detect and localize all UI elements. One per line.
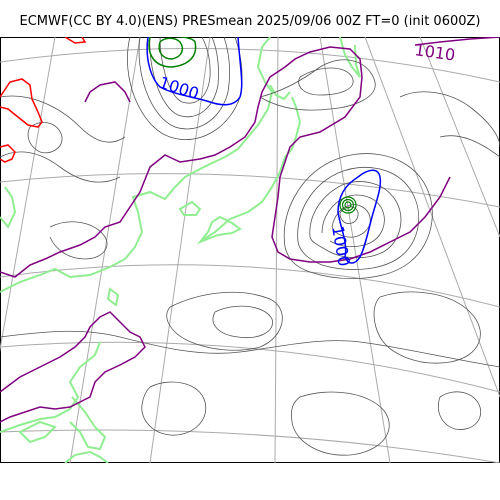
isobar-high <box>0 78 43 128</box>
coastline-korea <box>178 200 202 216</box>
isobar-1010-line <box>84 81 131 103</box>
isobar <box>141 381 207 436</box>
longitude-line <box>0 37 56 353</box>
longitude-line <box>319 37 391 463</box>
coastline-japan-south <box>196 215 242 245</box>
isobar-1000-line <box>146 37 243 106</box>
isobar <box>321 194 385 247</box>
isobar <box>27 122 63 154</box>
isobar-high <box>0 144 16 163</box>
latitude-line <box>0 264 500 308</box>
coastline-west <box>18 420 57 444</box>
isobar <box>0 95 126 143</box>
coastline-asia <box>0 37 274 293</box>
isobar <box>49 221 108 260</box>
latitude-line <box>0 341 500 393</box>
isobar <box>166 291 283 351</box>
isobar-1010-line <box>0 311 146 423</box>
coastline-sakhalin <box>269 84 291 101</box>
isobar <box>259 59 376 111</box>
high-pressure-west <box>0 37 87 163</box>
coastline-taiwan <box>106 287 120 307</box>
coastline-north-west <box>0 186 17 229</box>
isobar <box>373 291 481 364</box>
isobar-1010 <box>0 37 500 423</box>
isobar-1010-line <box>414 37 500 46</box>
isobar-low-ring <box>344 201 352 209</box>
coastline-japan <box>199 96 302 243</box>
isobar-low-north <box>158 37 184 60</box>
isobar <box>339 206 359 224</box>
isobar <box>297 167 420 270</box>
longitude-line <box>149 37 211 463</box>
latitude-line <box>0 173 500 208</box>
latitude-line <box>0 47 500 83</box>
coastline-islands <box>64 450 109 463</box>
isobar-high <box>64 37 87 44</box>
isobar <box>212 305 273 339</box>
isobar-low-ring <box>341 198 355 212</box>
isobar <box>127 37 243 140</box>
low-pressure-center-north <box>148 37 197 68</box>
isobar <box>0 151 121 183</box>
isobar <box>0 330 500 368</box>
map-frame <box>0 37 500 463</box>
coastline-philippines <box>69 396 107 451</box>
coastline-china-south <box>0 341 101 433</box>
isobar-low-north <box>148 37 197 68</box>
low-pressure-center-east <box>339 196 357 214</box>
latitude-line <box>0 429 500 463</box>
map-title: ECMWF(CC BY 4.0)(ENS) PRESmean 2025/09/0… <box>19 14 481 29</box>
isobar-1010-line <box>0 46 451 278</box>
isobar <box>298 67 354 96</box>
isobar <box>438 391 482 430</box>
isobar <box>399 91 500 148</box>
isobar <box>138 37 231 130</box>
isobar-1000-line <box>337 169 382 264</box>
isobar-low-ring <box>339 196 357 214</box>
pressure-map: 1010 1000 1000 <box>0 37 500 463</box>
isobar <box>291 391 390 456</box>
isobar <box>439 135 500 158</box>
isobar-1000 <box>146 37 382 264</box>
isobar <box>309 181 402 259</box>
